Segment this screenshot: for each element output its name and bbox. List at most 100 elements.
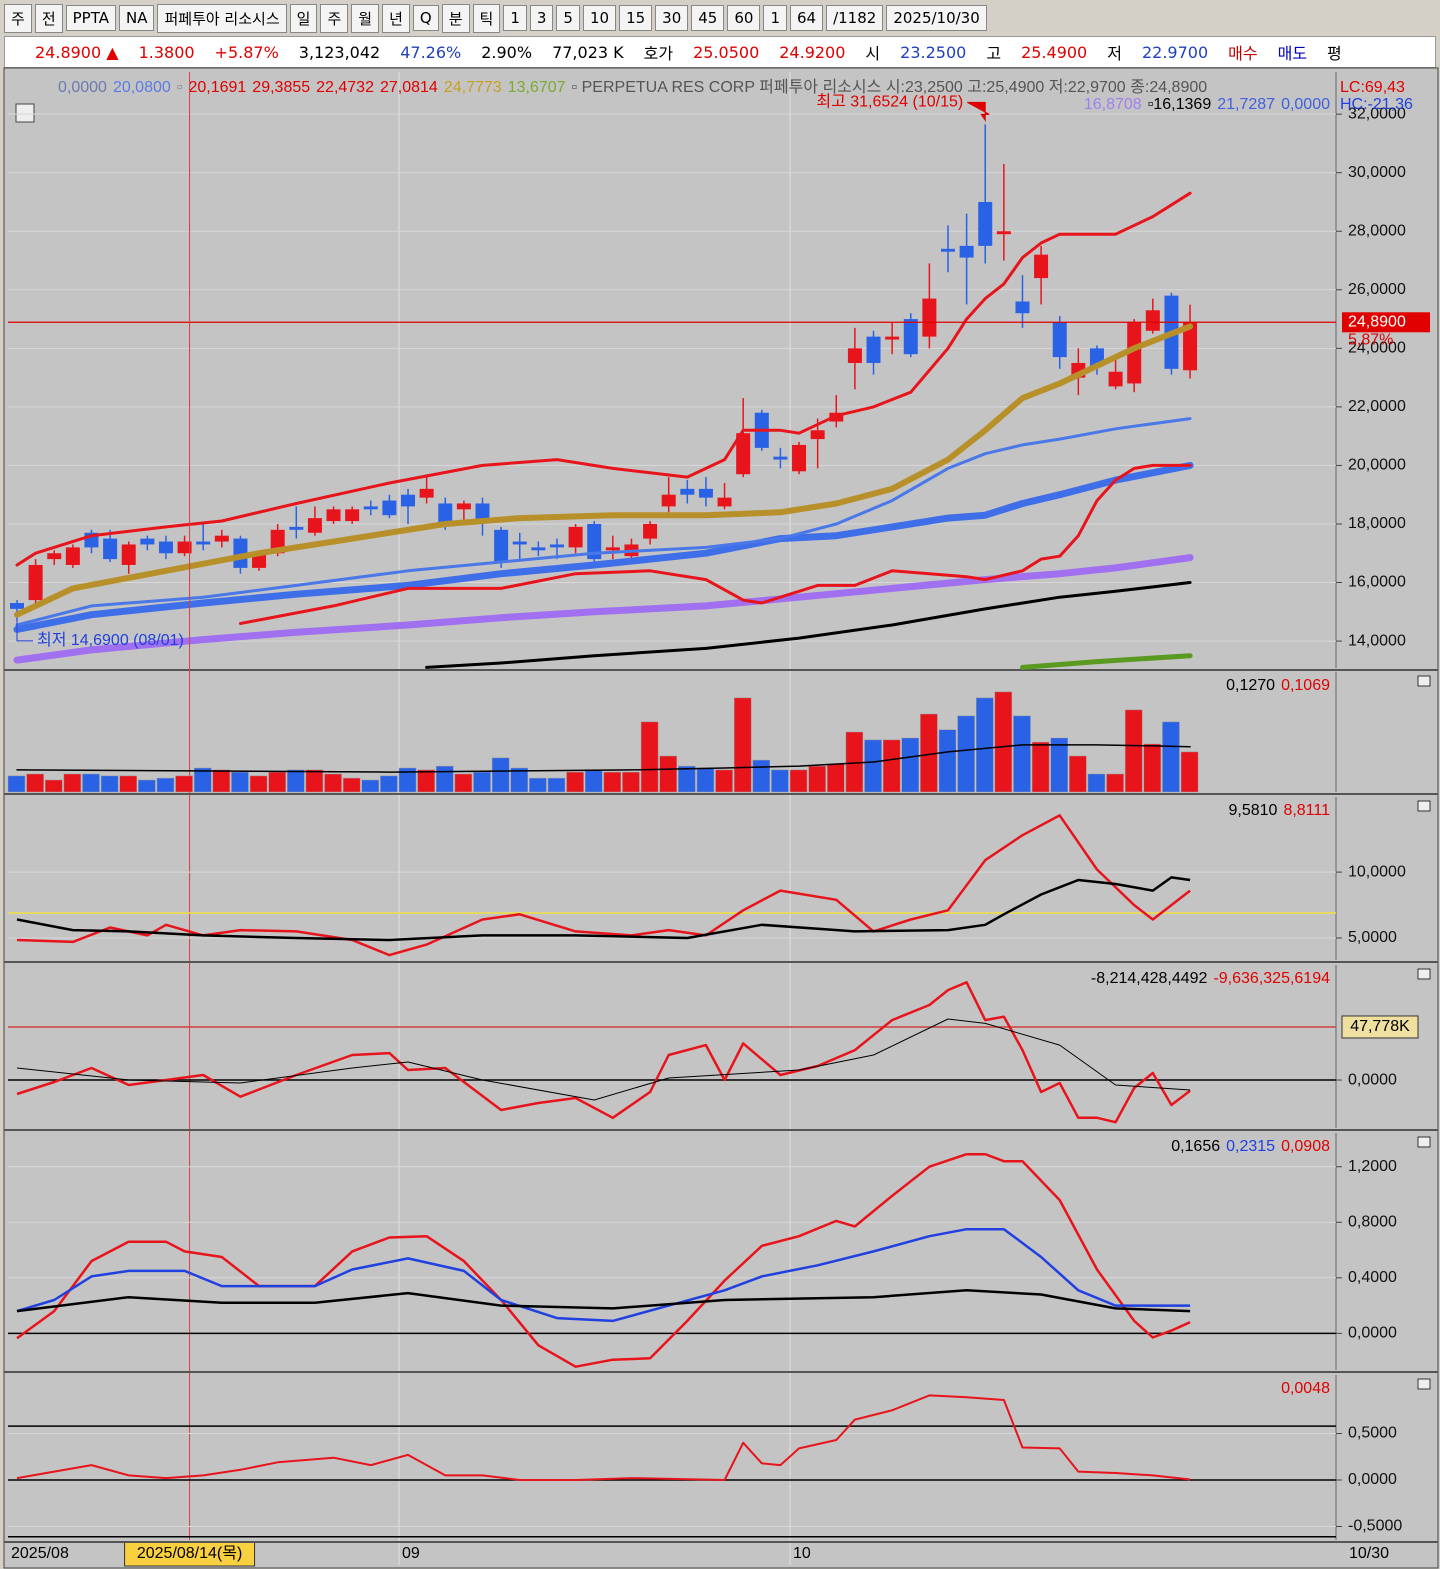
- volume-bar: [733, 697, 752, 793]
- candle-body: [1145, 310, 1160, 331]
- candle-body: [196, 541, 211, 545]
- x-tick-label: 10: [793, 1545, 811, 1562]
- toolbar-button[interactable]: 5: [556, 5, 580, 31]
- volume-bar: [678, 765, 696, 793]
- candle-body: [996, 231, 1011, 235]
- candle-body: [792, 444, 807, 472]
- toolbar-button[interactable]: /1182: [826, 5, 884, 31]
- volume-bar: [305, 769, 324, 793]
- toolbar-button[interactable]: 15: [619, 5, 653, 31]
- volume-bar: [510, 767, 528, 793]
- overlay-line: [13, 554, 1194, 664]
- legend-value: 0,1069: [1281, 677, 1330, 694]
- volume-bar: [957, 715, 975, 793]
- volume-bar: [901, 737, 920, 793]
- price-change: 5,87%: [1348, 332, 1393, 349]
- annotation-arrow: [967, 101, 990, 122]
- y-tick-label: 18,0000: [1348, 515, 1406, 532]
- y-tick-label: 22,0000: [1348, 398, 1406, 415]
- crosshair-label-box: [124, 1541, 256, 1567]
- toolbar-button[interactable]: NA: [118, 5, 155, 31]
- grid-icon[interactable]: [15, 103, 35, 123]
- toolbar-button[interactable]: 64: [789, 5, 824, 31]
- quote-field: 24.9200: [779, 42, 846, 62]
- candle-body: [512, 541, 527, 545]
- y-tick-label: 5,0000: [1348, 929, 1397, 946]
- candle-body: [121, 544, 136, 565]
- toolbar-button[interactable]: Q: [412, 5, 439, 31]
- toolbar-button[interactable]: 3: [529, 5, 554, 31]
- volume-bar: [193, 767, 212, 793]
- toolbar-button[interactable]: 45: [691, 5, 725, 31]
- toolbar-button[interactable]: 1: [763, 5, 787, 31]
- y-tick-label: 10,0000: [1348, 863, 1406, 880]
- volume-bar: [268, 771, 286, 793]
- volume-bar: [100, 775, 119, 793]
- legend-value: 0,1270: [1226, 677, 1275, 694]
- toolbar-button[interactable]: 주: [320, 3, 349, 33]
- y-tick-label: 0,5000: [1348, 1425, 1397, 1442]
- legend-value: 21,7287: [1217, 96, 1275, 113]
- pane-close[interactable]: [1417, 968, 1431, 980]
- volume-bar: [529, 777, 547, 793]
- candle-body: [736, 433, 751, 475]
- toolbar-button[interactable]: 틱: [472, 3, 501, 33]
- toolbar-button[interactable]: 60: [727, 5, 761, 31]
- y-tick-label: 0,4000: [1348, 1269, 1397, 1286]
- overlay-line: [238, 463, 1192, 625]
- toolbar-button[interactable]: 퍼페투아 리소시스: [157, 3, 287, 33]
- volume-bar: [938, 729, 957, 793]
- annotation: 최고 31,6524 (10/15): [816, 93, 963, 111]
- toolbar-button[interactable]: 2025/10/30: [886, 5, 987, 31]
- candle-body: [475, 503, 490, 522]
- candle-body: [605, 547, 620, 551]
- candle-body: [773, 456, 788, 460]
- candle-body: [214, 535, 229, 542]
- pane-close[interactable]: [1417, 675, 1431, 687]
- toolbar-button[interactable]: 월: [351, 3, 380, 33]
- toolbar: 주 전 PPTA NA 퍼페투아 리소시스 일 주 월 년 Q 분 틱 1 3 5 10 15 30 45 60 1 64…: [4, 3, 1436, 33]
- volume-bar: [491, 757, 510, 793]
- legend-value: ▫ PERPETUA RES CORP 퍼페투아 리소시스 시:23,2500 …: [572, 78, 1208, 96]
- candle-body: [643, 523, 658, 539]
- volume-bar: [696, 767, 715, 793]
- toolbar-button[interactable]: 전: [34, 3, 63, 33]
- toolbar-button[interactable]: 년: [382, 3, 410, 33]
- pane-close[interactable]: [1417, 800, 1431, 812]
- legend-text: 0,1656 0,2315 0,0908: [1171, 1138, 1330, 1155]
- y-tick-label: 14,0000: [1348, 632, 1406, 649]
- x-tick-label: 2025/08: [11, 1545, 69, 1562]
- legend-value: 29,3855: [252, 79, 310, 96]
- overlay-line: [1020, 653, 1193, 670]
- legend-value: 16,8708: [1084, 96, 1142, 113]
- legend-value: 22,4732: [316, 79, 374, 96]
- quote-field: 매도: [1277, 44, 1308, 63]
- toolbar-button[interactable]: 주: [4, 3, 32, 33]
- volume-bar: [1143, 743, 1162, 793]
- quote-field: 2.90%: [481, 42, 533, 62]
- quote-field: 호가: [643, 44, 674, 63]
- volume-bar: [752, 759, 771, 793]
- toolbar-button[interactable]: 일: [289, 3, 318, 33]
- candle-body: [28, 564, 43, 601]
- legend-value: 0,0908: [1281, 1138, 1330, 1155]
- toolbar-button[interactable]: 분: [441, 3, 470, 33]
- candle-body: [140, 538, 155, 545]
- candle-body: [307, 518, 322, 533]
- y-tick-label: 26,0000: [1348, 281, 1406, 298]
- candle-body: [1052, 321, 1067, 358]
- volume-bar: [882, 739, 901, 793]
- indicator-line: [16, 1394, 1191, 1481]
- pane-close[interactable]: [1417, 1378, 1431, 1390]
- toolbar-button[interactable]: PPTA: [65, 5, 116, 31]
- volume-bar: [324, 773, 342, 793]
- legend-text: 9,5810 8,8111: [1229, 802, 1331, 819]
- toolbar-button[interactable]: 1: [503, 5, 527, 31]
- pane-close[interactable]: [1417, 1136, 1431, 1148]
- volume-bar: [436, 765, 454, 793]
- toolbar-button[interactable]: 30: [655, 5, 689, 31]
- toolbar-button[interactable]: 10: [582, 5, 617, 31]
- candle-body: [233, 538, 248, 568]
